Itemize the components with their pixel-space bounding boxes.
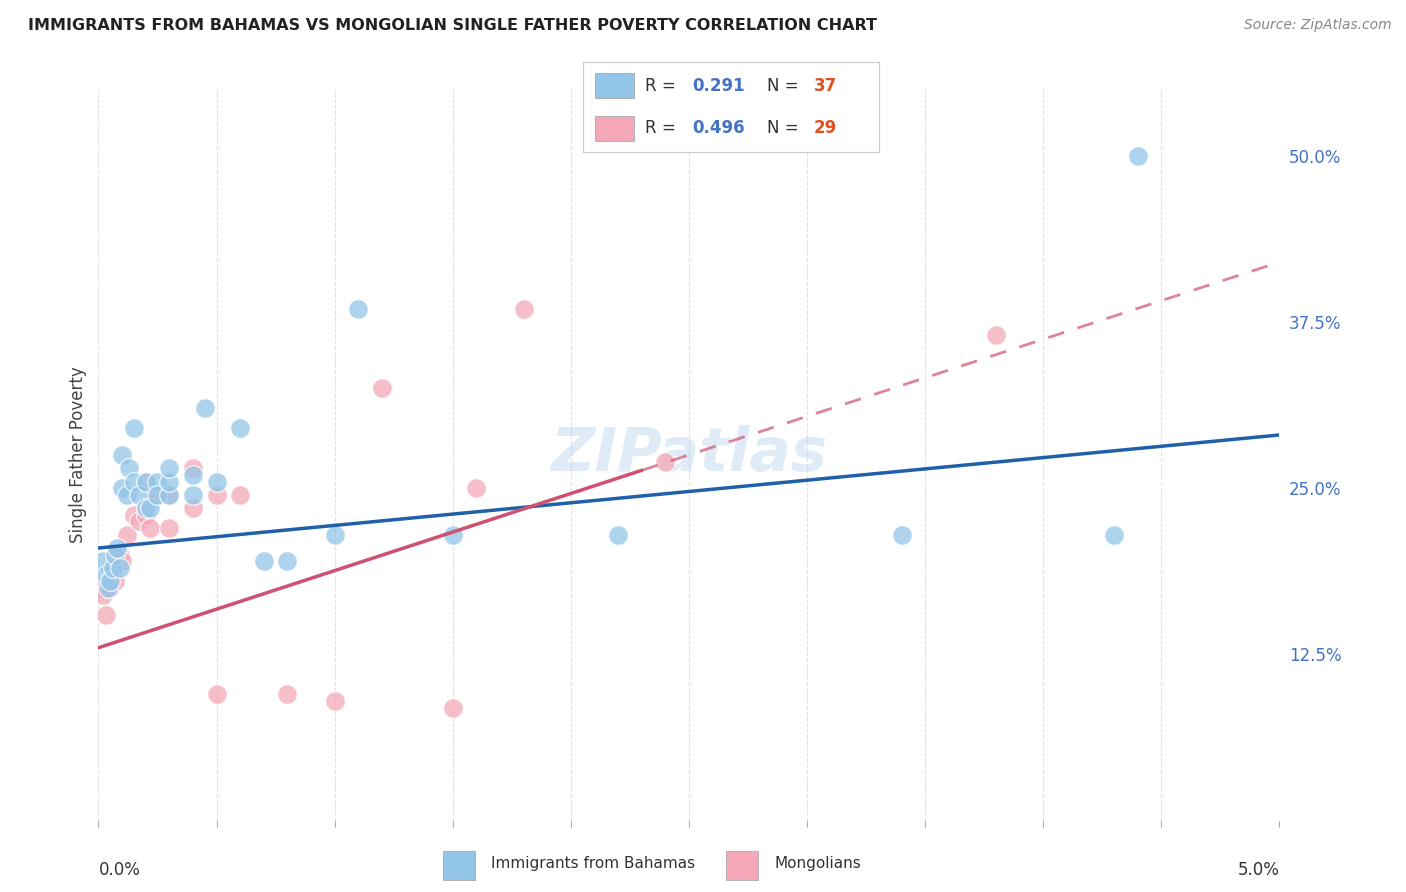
Text: 0.0%: 0.0%	[98, 861, 141, 879]
Point	[205, 488, 228, 502]
Text: R =: R =	[645, 120, 682, 137]
Point	[122, 421, 145, 435]
Point	[323, 527, 346, 541]
Point	[122, 508, 145, 522]
Text: R =: R =	[645, 77, 682, 95]
Point	[181, 501, 204, 516]
Y-axis label: Single Father Poverty: Single Father Poverty	[69, 367, 87, 543]
Text: 5.0%: 5.0%	[1237, 861, 1279, 879]
Point	[157, 488, 180, 502]
Point	[101, 561, 124, 575]
Bar	[443, 851, 475, 880]
Point	[276, 554, 298, 568]
Point	[465, 481, 488, 495]
Point	[146, 488, 169, 502]
Point	[139, 521, 162, 535]
Point	[157, 521, 180, 535]
Point	[890, 527, 912, 541]
Point	[181, 488, 204, 502]
Point	[157, 475, 180, 489]
Point	[115, 488, 138, 502]
Point	[347, 301, 370, 316]
Point	[1102, 527, 1125, 541]
Text: ZIPatlas: ZIPatlas	[550, 425, 828, 484]
Point	[135, 501, 157, 516]
Point	[97, 581, 120, 595]
Point	[111, 481, 134, 495]
Text: 0.291: 0.291	[693, 77, 745, 95]
Text: N =: N =	[766, 77, 803, 95]
Point	[146, 475, 169, 489]
Text: 37: 37	[814, 77, 837, 95]
Point	[135, 475, 157, 489]
Point	[512, 301, 534, 316]
Point	[98, 574, 121, 589]
Point	[157, 488, 180, 502]
Point	[108, 548, 131, 562]
Point	[128, 488, 150, 502]
Point	[253, 554, 276, 568]
Point	[90, 581, 112, 595]
Point	[1126, 149, 1149, 163]
Point	[323, 694, 346, 708]
Text: 0.496: 0.496	[693, 120, 745, 137]
Point	[135, 508, 157, 522]
Point	[111, 448, 134, 462]
Point	[111, 554, 134, 568]
Point	[441, 527, 464, 541]
Point	[94, 607, 117, 622]
Text: Immigrants from Bahamas: Immigrants from Bahamas	[491, 855, 696, 871]
Point	[118, 461, 141, 475]
Point	[441, 700, 464, 714]
Point	[104, 548, 127, 562]
Bar	[727, 851, 758, 880]
Point	[122, 475, 145, 489]
Point	[139, 501, 162, 516]
Point	[135, 475, 157, 489]
Point	[104, 574, 127, 589]
Text: 29: 29	[814, 120, 837, 137]
Text: Mongolians: Mongolians	[775, 855, 860, 871]
Point	[194, 401, 217, 416]
Point	[91, 554, 114, 568]
Point	[205, 687, 228, 701]
Point	[276, 687, 298, 701]
Bar	[595, 73, 634, 98]
Point	[181, 467, 204, 482]
Text: Source: ZipAtlas.com: Source: ZipAtlas.com	[1244, 18, 1392, 32]
Point	[157, 461, 180, 475]
Point	[91, 588, 114, 602]
Point	[108, 561, 131, 575]
Text: IMMIGRANTS FROM BAHAMAS VS MONGOLIAN SINGLE FATHER POVERTY CORRELATION CHART: IMMIGRANTS FROM BAHAMAS VS MONGOLIAN SIN…	[28, 18, 877, 33]
Point	[607, 527, 630, 541]
Bar	[595, 116, 634, 141]
Point	[115, 527, 138, 541]
Point	[98, 581, 121, 595]
Text: N =: N =	[766, 120, 803, 137]
Point	[128, 515, 150, 529]
Point	[229, 488, 252, 502]
Point	[229, 421, 252, 435]
Point	[984, 328, 1007, 343]
Point	[146, 488, 169, 502]
Point	[205, 475, 228, 489]
Point	[181, 461, 204, 475]
Point	[371, 381, 394, 395]
Point	[654, 454, 676, 468]
Point	[105, 541, 128, 555]
Point	[94, 567, 117, 582]
